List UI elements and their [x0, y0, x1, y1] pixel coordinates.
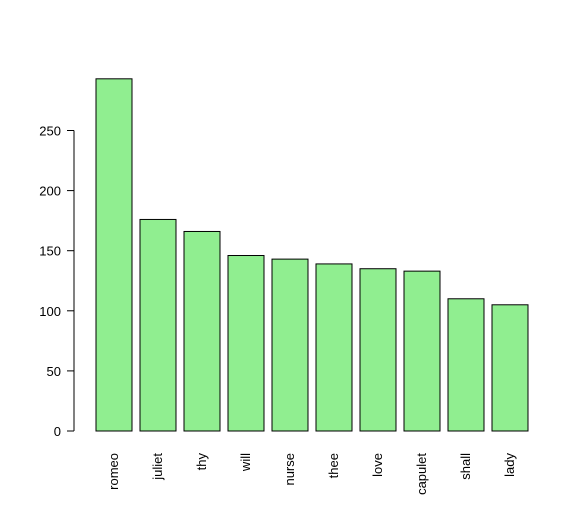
- y-tick-label: 250: [39, 124, 61, 139]
- y-tick-label: 200: [39, 184, 61, 199]
- bar-lady: [491, 304, 529, 432]
- y-tick-label: 100: [39, 304, 61, 319]
- x-category-label: romeo: [106, 453, 121, 490]
- x-category-label: thy: [194, 453, 209, 471]
- bar-love: [359, 268, 397, 432]
- x-category-label: nurse: [282, 453, 297, 486]
- x-category-label: shall: [458, 453, 473, 480]
- x-axis-labels: romeo juliet thy will nurse thee love capulet sh…: [106, 453, 517, 495]
- x-category-label: juliet: [150, 453, 165, 481]
- bars-group: [95, 78, 529, 432]
- bar-romeo: [95, 78, 133, 432]
- bar-will: [227, 255, 265, 432]
- bar-nurse: [271, 258, 309, 432]
- y-tick-label: 150: [39, 244, 61, 259]
- x-category-label: thee: [326, 453, 341, 478]
- bar-thee: [315, 263, 353, 432]
- y-tick-label: 0: [54, 424, 61, 439]
- y-axis: 0 50 100 150 200 250: [39, 124, 75, 439]
- x-category-label: love: [370, 453, 385, 477]
- x-category-label: lady: [502, 453, 517, 477]
- y-tick-label: 50: [47, 364, 61, 379]
- bar-shall: [447, 298, 485, 432]
- bar-capulet: [403, 270, 441, 432]
- x-category-label: capulet: [414, 453, 429, 495]
- x-category-label: will: [238, 453, 253, 472]
- bar-thy: [183, 230, 221, 432]
- bar-juliet: [139, 218, 177, 432]
